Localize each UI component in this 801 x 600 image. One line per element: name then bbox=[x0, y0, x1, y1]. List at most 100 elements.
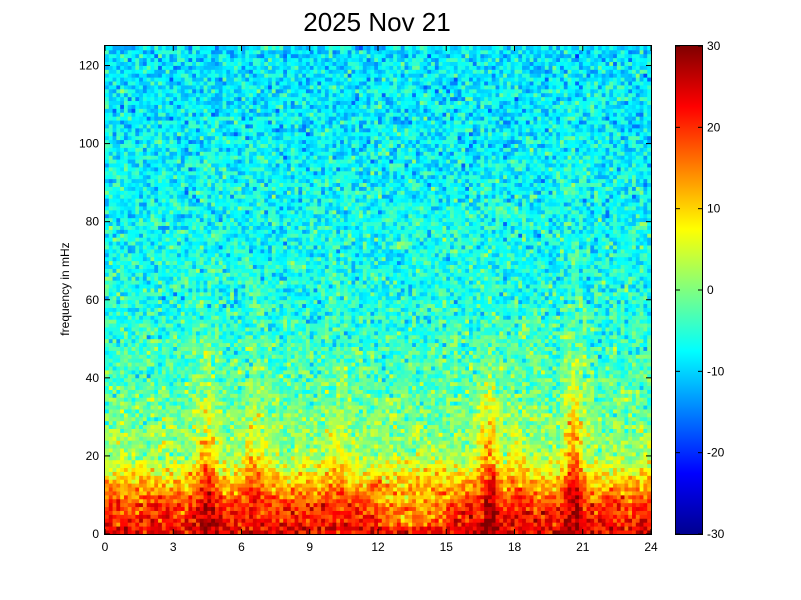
heatmap-cell bbox=[196, 194, 201, 199]
heatmap-cell bbox=[233, 249, 239, 254]
heatmap-cell bbox=[203, 139, 208, 144]
heatmap-cell bbox=[165, 61, 170, 66]
heatmap-cell bbox=[245, 272, 250, 277]
heatmap-cell bbox=[146, 494, 151, 500]
heatmap-cell bbox=[196, 225, 201, 230]
heatmap-cell bbox=[169, 213, 174, 219]
heatmap-cell bbox=[116, 362, 121, 367]
heatmap-cell bbox=[192, 163, 197, 168]
heatmap-cell bbox=[105, 377, 110, 383]
heatmap-cell bbox=[108, 100, 113, 105]
heatmap-cell bbox=[105, 319, 110, 324]
heatmap-cell bbox=[211, 88, 216, 94]
heatmap-cell bbox=[188, 139, 193, 144]
heatmap-cell bbox=[139, 73, 144, 78]
heatmap-cell bbox=[233, 467, 239, 472]
heatmap-cell bbox=[169, 225, 174, 230]
heatmap-cell bbox=[226, 49, 231, 55]
heatmap-cell bbox=[199, 412, 204, 418]
heatmap-cell bbox=[241, 416, 246, 422]
heatmap-cell bbox=[188, 463, 193, 469]
heatmap-cell bbox=[139, 358, 144, 363]
heatmap-cell bbox=[214, 323, 220, 328]
heatmap-cell bbox=[161, 155, 167, 160]
heatmap-cell bbox=[165, 190, 170, 195]
heatmap-cell bbox=[245, 284, 250, 289]
heatmap-cell bbox=[249, 213, 254, 219]
heatmap-cell bbox=[131, 483, 136, 488]
heatmap-cell bbox=[154, 276, 159, 281]
heatmap-cell bbox=[150, 229, 155, 234]
heatmap-cell bbox=[161, 530, 167, 535]
heatmap-cell bbox=[150, 295, 155, 301]
heatmap-cell bbox=[203, 315, 208, 320]
heatmap-cell bbox=[142, 65, 148, 70]
heatmap-cell bbox=[252, 459, 258, 465]
heatmap-cell bbox=[154, 163, 159, 168]
heatmap-cell bbox=[142, 483, 148, 488]
heatmap-cell bbox=[226, 112, 231, 117]
heatmap-cell bbox=[188, 530, 193, 535]
heatmap-cell bbox=[120, 428, 125, 433]
heatmap-cell bbox=[226, 85, 231, 90]
heatmap-cell bbox=[158, 167, 163, 172]
heatmap-cell bbox=[112, 471, 117, 476]
heatmap-cell bbox=[218, 198, 223, 203]
heatmap-cell bbox=[203, 57, 208, 63]
heatmap-cell bbox=[169, 498, 174, 504]
heatmap-cell bbox=[237, 319, 242, 324]
heatmap-cell bbox=[173, 323, 178, 328]
heatmap-cell bbox=[116, 194, 121, 199]
heatmap-cell bbox=[112, 69, 117, 74]
heatmap-cell bbox=[169, 174, 174, 180]
heatmap-cell bbox=[252, 61, 258, 66]
heatmap-cell bbox=[123, 237, 129, 242]
heatmap-cell bbox=[237, 459, 242, 465]
heatmap-cell bbox=[222, 428, 227, 433]
heatmap-cell bbox=[105, 436, 110, 441]
heatmap-cell bbox=[233, 319, 239, 324]
heatmap-cell bbox=[131, 61, 136, 66]
heatmap-cell bbox=[112, 381, 117, 387]
heatmap-cell bbox=[211, 167, 216, 172]
heatmap-cell bbox=[237, 514, 242, 519]
heatmap-cell bbox=[211, 190, 216, 195]
heatmap-cell bbox=[252, 452, 258, 457]
heatmap-cell bbox=[105, 85, 110, 90]
heatmap-cell bbox=[131, 256, 136, 262]
heatmap-cell bbox=[116, 108, 121, 113]
heatmap-cell bbox=[184, 319, 189, 324]
heatmap-cell bbox=[218, 510, 223, 515]
heatmap-cell bbox=[131, 249, 136, 254]
heatmap-cell bbox=[135, 405, 140, 410]
heatmap-cell bbox=[154, 151, 159, 156]
heatmap-cell bbox=[203, 334, 208, 340]
heatmap-cell bbox=[245, 217, 250, 223]
heatmap-cell bbox=[249, 338, 254, 344]
heatmap-cell bbox=[146, 127, 151, 133]
heatmap-cell bbox=[192, 448, 197, 453]
heatmap-cell bbox=[135, 498, 140, 504]
heatmap-cell bbox=[139, 116, 144, 121]
heatmap-cell bbox=[222, 444, 227, 449]
heatmap-cell bbox=[233, 61, 239, 66]
heatmap-cell bbox=[188, 256, 193, 262]
heatmap-cell bbox=[142, 389, 148, 394]
heatmap-cell bbox=[123, 190, 129, 195]
heatmap-cell bbox=[218, 209, 223, 215]
heatmap-cell bbox=[192, 530, 197, 535]
heatmap-cell bbox=[158, 522, 163, 527]
heatmap-cell bbox=[199, 358, 204, 363]
heatmap-cell bbox=[150, 104, 155, 109]
heatmap-cell bbox=[173, 116, 178, 121]
heatmap-cell bbox=[241, 249, 246, 254]
heatmap-cell bbox=[139, 237, 144, 242]
heatmap-cell bbox=[196, 213, 201, 219]
heatmap-cell bbox=[165, 522, 170, 527]
heatmap-cell bbox=[154, 116, 159, 121]
heatmap-cell bbox=[252, 502, 258, 508]
heatmap-cell bbox=[131, 381, 136, 387]
heatmap-cell bbox=[237, 483, 242, 488]
heatmap-cell bbox=[120, 452, 125, 457]
heatmap-cell bbox=[199, 139, 204, 144]
